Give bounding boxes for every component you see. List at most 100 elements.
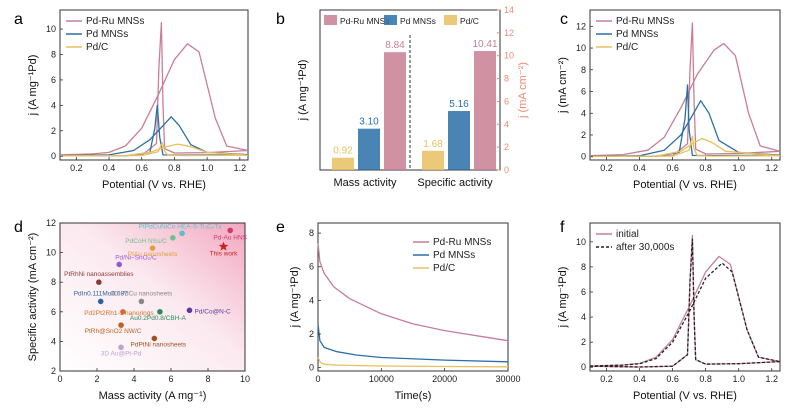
x-tick-label: 10	[240, 374, 250, 384]
x-tick-label: 0.6	[666, 163, 679, 173]
legend-swatch	[444, 15, 457, 25]
scatter-label: PtRh@SnO2 NW/C	[85, 328, 142, 335]
legend-entry: Pd-Ru MNSs	[433, 237, 491, 248]
y-tick-label: 2	[51, 366, 56, 376]
plot-frame-b	[319, 9, 501, 171]
scatter-point-this-work	[218, 241, 229, 251]
y-tick-label: 4	[581, 312, 586, 322]
panel-label-a: a	[14, 11, 23, 28]
scatter-label: PdIn0.111Mo0.037	[74, 290, 128, 297]
y-axis-label: j (A mg⁻¹Pd)	[557, 267, 569, 329]
cv-curve-reverse	[589, 238, 781, 368]
y-tick-label: 0	[581, 362, 586, 372]
bar-value-label: 3.10	[359, 117, 379, 128]
bar-pd-mnss	[448, 111, 470, 170]
y-tick-label: 8	[581, 262, 586, 272]
x-axis-label: Potential (V vs. RHE)	[633, 179, 737, 191]
legend-entry: Pd-Ru MNSs	[616, 16, 674, 27]
right-tick-label: 2	[504, 142, 509, 152]
cv-curve-pd-mnss	[589, 100, 781, 157]
y-tick-label: 2	[581, 130, 586, 140]
legend-entry: Pd-Ru MNSs	[340, 16, 390, 26]
scatter-label: Pd2Pt2Rh1-1 nanorings	[84, 310, 154, 317]
x-tick-label: 0.2	[70, 163, 83, 173]
y-tick-label: 10	[46, 24, 56, 34]
legend-entry: Pd MNSs	[433, 250, 475, 261]
scatter-label: 3D Au@Pt-Pd	[101, 350, 142, 357]
x-axis-label: Mass activity (A mg⁻¹)	[99, 390, 207, 402]
plot-frame-e	[317, 222, 509, 372]
scatter-point	[186, 307, 193, 314]
cv-curve-initial	[589, 255, 781, 367]
y-tick-label: 6	[51, 307, 56, 317]
cv-curve-reverse	[59, 142, 249, 157]
scatter-point	[116, 261, 122, 268]
stability-curve-pd-mnss	[317, 323, 509, 363]
right-tick-label: 6	[504, 96, 509, 106]
legend-entry: Pd-Ru MNSs	[86, 16, 144, 27]
x-tick-label: 2	[94, 374, 99, 384]
panel-label-c: c	[560, 11, 568, 28]
right-axis-label: j (mA cm⁻²)	[517, 62, 529, 119]
legend-entry: Pd MNSs	[86, 29, 128, 40]
cv-curve-reverse	[589, 234, 781, 368]
y-axis-label: Specific activity (mA cm⁻²)	[27, 233, 39, 362]
legend-swatch	[324, 15, 337, 25]
y-tick-label: 8	[51, 49, 56, 59]
legend-entry: Pd MNSs	[616, 29, 658, 40]
scatter-label: PdPtNi nanosheets	[131, 341, 187, 348]
y-tick-label: 6	[581, 87, 586, 97]
x-tick-label: 0	[315, 374, 320, 384]
x-tick-label: 0.8	[168, 163, 181, 173]
scatter-label: This work	[210, 251, 239, 258]
category-label: Specific activity	[417, 177, 493, 189]
x-axis-label: Time(s)	[395, 390, 432, 402]
panel-label-f: f	[560, 219, 565, 236]
scatter-label: PtAu nanosheets	[128, 251, 178, 258]
plot-frame-d	[59, 222, 246, 372]
legend-entry: initial	[616, 229, 639, 240]
scatter-point	[149, 245, 156, 251]
stability-curve-pd-ru-mnss	[317, 243, 509, 342]
panel-label-b: b	[276, 11, 285, 28]
category-label: Mass activity	[334, 177, 397, 189]
y-tick-label: 0	[309, 363, 314, 373]
legend-entry: Pd/C	[433, 263, 455, 274]
scatter-point	[170, 235, 176, 241]
scatter-label: PdCoH NSs/C	[125, 238, 167, 245]
right-tick-label: 14	[504, 5, 514, 15]
y-tick-label: 8	[581, 65, 586, 75]
y-tick-label: 12	[46, 218, 56, 228]
bar-value-label: 0.92	[333, 146, 353, 157]
y-tick-label: 10	[576, 43, 586, 53]
x-tick-label: 0.4	[103, 163, 116, 173]
legend-entry: Pd MNSs	[400, 16, 436, 26]
x-tick-label: 6	[168, 374, 173, 384]
x-tick-label: 1.0	[732, 163, 745, 173]
scatter-point	[138, 298, 145, 305]
cv-curve-reverse	[589, 135, 781, 158]
bar-pd-c	[422, 150, 444, 170]
scatter-point	[157, 309, 163, 315]
y-tick-label: 12	[576, 21, 586, 31]
x-tick-label: 0	[57, 374, 62, 384]
scatter-label: Pd/Ni–SnO₂/C	[115, 254, 157, 261]
cv-curve-pd-ru-mnss	[589, 42, 781, 157]
panel-label-e: e	[276, 219, 285, 236]
y-tick-label: 10	[576, 237, 586, 247]
bar-value-label: 8.84	[385, 40, 405, 51]
y-axis-label: j (mA cm⁻²)	[557, 57, 569, 114]
y-axis-label: j (A mg⁻¹Pd)	[27, 55, 39, 117]
scatter-label: 3D PdCu nanosheets	[111, 290, 174, 297]
bar-pd-c	[332, 157, 354, 170]
y-tick-label: 2	[51, 126, 56, 136]
y-tick-label: 4	[581, 108, 586, 118]
x-tick-label: 0.4	[633, 163, 646, 173]
x-tick-label: 10000	[369, 374, 394, 384]
y-tick-label: 4	[51, 100, 56, 110]
y-tick-label: 2	[309, 329, 314, 339]
cv-curve-pd-c	[589, 137, 781, 158]
plot-frame-a	[59, 9, 249, 161]
right-tick-label: 12	[504, 28, 514, 38]
